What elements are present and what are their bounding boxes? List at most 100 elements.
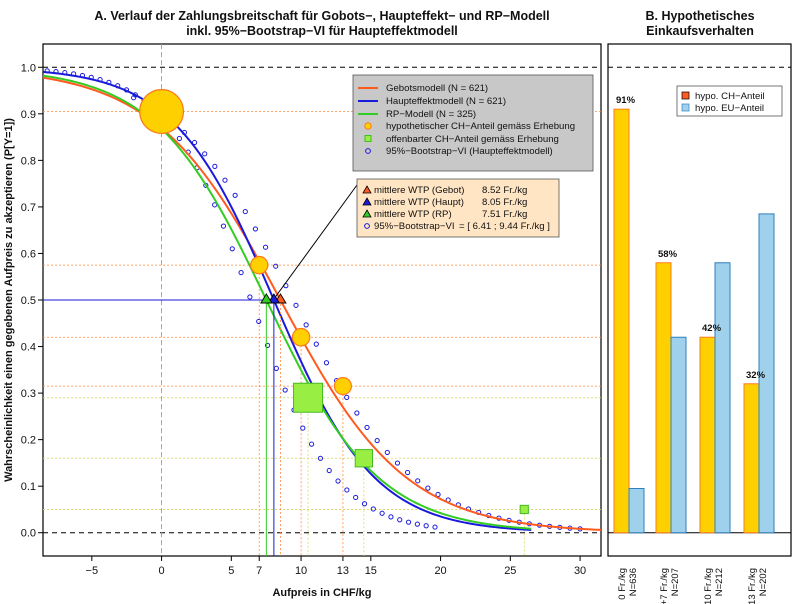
category-label-price: +13 Fr./kg (747, 568, 758, 604)
legend-label-ch: hypo. CH−Anteil (695, 91, 765, 102)
category-label-n: N=202 (758, 568, 769, 596)
y-tick-label: 0.6 (21, 248, 36, 260)
panel-a-series (43, 68, 601, 532)
y-tick-label: 1.0 (21, 62, 36, 74)
revealed-share-point (519, 504, 529, 515)
stated-share-point (139, 89, 185, 134)
ci-upper-point (252, 226, 259, 232)
legend-label-rp: RP−Modell (N = 325) (386, 109, 476, 120)
bar-eu-0 (628, 488, 645, 534)
legend-swatch-eu (681, 103, 690, 112)
x-tick-label: 25 (504, 565, 516, 577)
ci-upper-point (273, 263, 279, 269)
ci-lower-point (273, 365, 279, 372)
panel-b-plot-frame (607, 43, 792, 557)
category-label-n: N=212 (714, 568, 725, 596)
bar-ch-1 (655, 262, 672, 534)
ci-upper-point (405, 469, 411, 476)
y-tick-label: 0.9 (21, 109, 36, 121)
legend-wtp-swatch-ci (364, 223, 370, 229)
legend-panel-b: hypo. CH−Anteil hypo. EU−Anteil (676, 85, 783, 117)
ci-lower-point (317, 455, 324, 461)
category-label-n: N=636 (628, 568, 639, 596)
legend-swatch-ch (681, 91, 690, 100)
ci-upper-point (212, 163, 218, 169)
ci-lower-point (353, 494, 359, 501)
ci-lower-point (405, 519, 412, 525)
ci-lower-point (432, 524, 438, 530)
series-line-haupt (43, 70, 532, 531)
bar-eu-2 (714, 262, 731, 534)
ci-lower-point (300, 425, 306, 431)
series-line-gebot (43, 76, 601, 531)
ci-lower-point (309, 441, 315, 447)
ci-upper-point (425, 485, 431, 491)
ci-lower-point (229, 246, 235, 252)
legend-label-haupt: Haupteffektmodell (N = 621) (386, 96, 506, 107)
x-tick-label: 20 (434, 565, 446, 577)
ci-lower-point (388, 514, 394, 520)
ci-lower-point (282, 387, 288, 393)
x-tick-label: 5 (228, 565, 234, 577)
y-tick-label: 0.5 (21, 295, 36, 307)
ci-lower-point (344, 487, 350, 493)
legend-wtp-box (356, 178, 560, 238)
y-tick-label: 0.3 (21, 388, 36, 400)
wtp-marker-haupt (267, 293, 281, 304)
panel-a-title-line2: inkl. 95%−Bootstrap−VI für Haupteffektmo… (186, 24, 458, 38)
panel-b-title-line2: Einkaufsverhalten (646, 24, 754, 38)
stated-share-point (250, 255, 269, 275)
wtp-marker-rp (260, 293, 273, 304)
ci-lower-point (397, 517, 403, 523)
bar-data-label: 58% (658, 249, 678, 260)
ci-upper-point (435, 491, 441, 498)
bar-ch-2 (699, 336, 716, 534)
legend-label-stated: hypothetischer CH−Anteil gemäss Erhebung (386, 121, 575, 132)
ci-lower-point (176, 135, 182, 142)
legend-models: Gebotsmodell (N = 621) Haupteffektmodell… (352, 74, 594, 172)
ci-upper-point (293, 302, 299, 308)
legend-swatch-ci (365, 148, 371, 154)
legend-wtp-label-ci: 95%−Bootstrap−VI (374, 221, 455, 232)
y-tick-label: 0.4 (21, 342, 36, 354)
legend-label-revealed: offenbarter CH−Anteil gemäss Erhebung (386, 134, 559, 145)
ci-lower-point (335, 478, 341, 484)
bar-ch-0 (613, 108, 630, 534)
legend-wtp-value-ci: = [ 6.41 ; 9.44 Fr./kg ] (459, 221, 550, 232)
x-tick-label: −5 (86, 565, 99, 577)
category-label-price: +7 Fr./kg (659, 568, 670, 604)
x-tick-label: 15 (365, 565, 377, 577)
ci-lower-point (220, 223, 227, 229)
bar-eu-3 (758, 213, 775, 534)
ci-lower-point (361, 501, 368, 507)
ci-upper-point (202, 151, 208, 157)
category-label-price: 0 Fr./kg (617, 568, 628, 600)
ci-lower-point (238, 269, 244, 276)
legend-wtp-label-haupt: mittlere WTP (Haupt) (374, 197, 464, 208)
wtp-pointer-line (272, 184, 358, 301)
y-tick-label: 0.1 (21, 481, 36, 493)
legend-wtp-value-gebot: 8.52 Fr./kg (482, 185, 527, 196)
ci-lower-point (264, 342, 271, 348)
x-tick-label: 30 (574, 565, 586, 577)
ci-upper-point (344, 394, 350, 400)
ci-upper-point (415, 478, 421, 484)
revealed-share-point (293, 382, 324, 413)
ci-upper-point (242, 208, 248, 215)
ci-upper-point (394, 460, 401, 466)
legend-swatch-revealed (364, 135, 372, 142)
legend-wtp: mittlere WTP (Gebot) 8.52 Fr./kg mittler… (356, 178, 560, 238)
ci-lower-point (414, 521, 420, 527)
bar-data-label: 42% (702, 323, 722, 334)
bar-eu-1 (670, 336, 687, 534)
panel-b-title-line1: B. Hypothetisches (645, 9, 754, 23)
legend-wtp-value-rp: 7.51 Fr./kg (482, 209, 527, 220)
category-label-n: N=207 (670, 568, 681, 596)
legend-wtp-swatch-rp (362, 209, 372, 218)
x-axis-title: Aufpreis in CHF/kg (272, 587, 371, 599)
legend-label-ci: 95%−Bootstrap−VI (Haupteffektmodell) (386, 146, 553, 157)
ci-upper-point (374, 437, 380, 444)
stated-share-point (291, 327, 311, 347)
ci-upper-point (384, 449, 390, 456)
